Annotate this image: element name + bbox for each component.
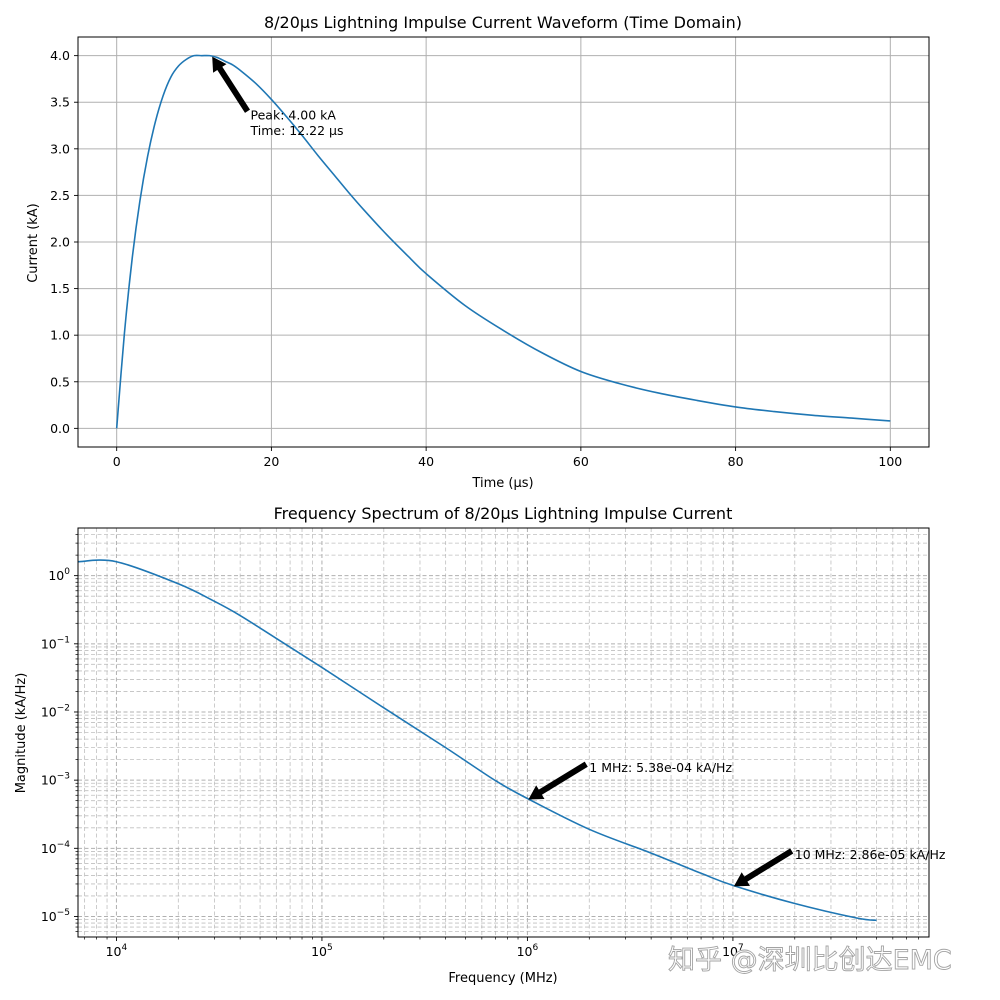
time-chart-y-label: Current (kA) xyxy=(26,203,41,283)
y-tick-label: 3.0 xyxy=(50,141,70,156)
y-tick-label: 4.0 xyxy=(50,48,70,63)
y-tick-label: 0.0 xyxy=(50,421,70,436)
annotation-text: Time: 12.22 μs xyxy=(250,123,344,138)
annotation-arrow xyxy=(212,56,250,113)
annotation-text: 1 MHz: 5.38e-04 kA/Hz xyxy=(589,760,732,775)
spectrum-chart-x-label: Frequency (MHz) xyxy=(448,971,557,986)
x-tick-label: 80 xyxy=(728,454,744,469)
x-tick-label: 40 xyxy=(418,454,434,469)
x-tick-label: 100 xyxy=(878,454,902,469)
time-chart-grid xyxy=(78,37,929,447)
time-chart-ticks: 0 20 40 60 80 100 0.0 0.5 1.0 1.5 2.0 2.5 3.0 3.5 4.0 xyxy=(50,48,902,469)
time-chart-title: 8/20μs Lightning Impulse Current Wavefor… xyxy=(264,13,742,32)
spectrum-chart-y-label: Magnitude (kA/Hz) xyxy=(14,673,29,794)
y-tick-label: 2.5 xyxy=(50,188,70,203)
y-tick-label: 1.0 xyxy=(50,328,70,343)
time-chart-x-label: Time (μs) xyxy=(471,476,533,491)
time-chart-series xyxy=(115,54,891,429)
spectrum-chart-series xyxy=(78,559,877,922)
y-tick-label: 1.5 xyxy=(50,281,70,296)
watermark-text: 知乎 @深圳比创达EMC xyxy=(668,945,952,976)
annotation-arrow xyxy=(528,761,588,800)
annotation-text: 10 MHz: 2.86e-05 kA/Hz xyxy=(795,847,946,862)
y-tick-label: 3.5 xyxy=(50,95,70,110)
x-tick-label: 60 xyxy=(573,454,589,469)
annotation-text: Peak: 4.00 kA xyxy=(251,107,337,122)
y-tick-label: 2.0 xyxy=(50,235,70,250)
frequency-spectrum-chart: 1 MHz: 5.38e-04 kA/Hz 10 MHz: 2.86e-05 kA… xyxy=(14,504,946,986)
x-tick-label: 0 xyxy=(113,454,121,469)
spectrum-chart-annotations: 1 MHz: 5.38e-04 kA/Hz 10 MHz: 2.86e-05 kA… xyxy=(528,760,946,887)
spectrum-chart-title: Frequency Spectrum of 8/20μs Lightning I… xyxy=(274,504,733,523)
spectrum-chart-grid xyxy=(78,528,929,937)
x-tick-label: 20 xyxy=(263,454,279,469)
series-line xyxy=(78,559,877,922)
y-tick-label: 0.5 xyxy=(50,374,70,389)
series-line xyxy=(115,54,891,429)
annotation-arrow xyxy=(733,848,794,887)
